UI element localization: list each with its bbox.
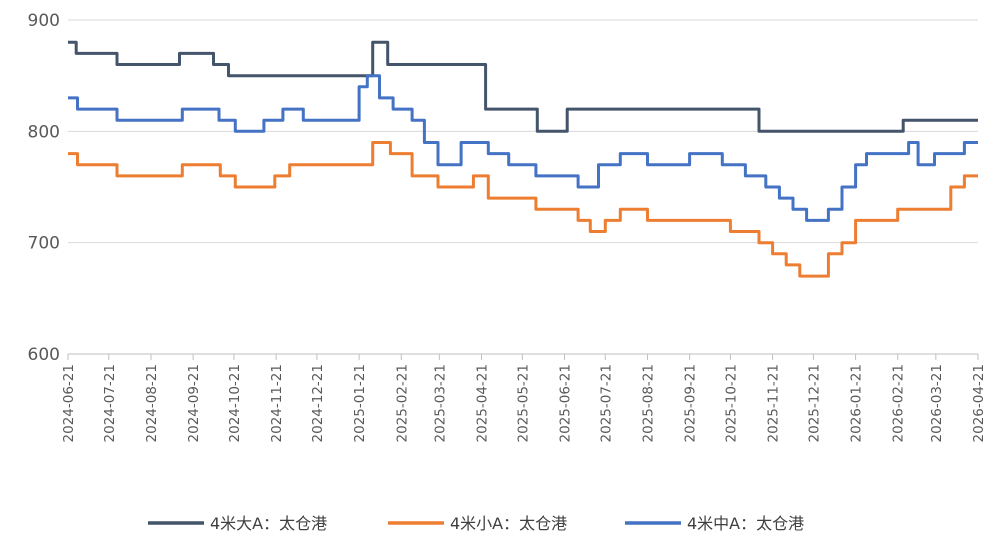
series-line-3 [68, 74, 978, 222]
y-tick-label: 700 [28, 234, 60, 254]
x-tick-label: 2025-05-21 [515, 364, 531, 442]
x-tick-label: 2025-11-21 [766, 364, 782, 442]
series-line-2 [68, 141, 978, 278]
x-tick-label: 2025-02-21 [394, 364, 410, 442]
y-tick-label: 600 [28, 345, 60, 365]
x-tick-label: 2025-04-21 [475, 364, 491, 442]
legend: 4米大A：太仓港 4米小A：太仓港 4米中A：太仓港 [148, 514, 804, 533]
x-tick-label: 2025-09-21 [683, 364, 699, 442]
y-axis-ticks: 600 700 800 900 [28, 11, 60, 365]
x-tick-label: 2025-03-21 [432, 364, 448, 442]
x-tick-label: 2024-09-21 [186, 364, 202, 442]
legend-label: 4米中A：太仓港 [687, 514, 804, 533]
x-tick-label: 2024-08-21 [144, 364, 160, 442]
x-tick-label: 2024-10-21 [227, 364, 243, 442]
x-tick-label: 2026-01-21 [849, 364, 865, 442]
x-tick-label: 2024-06-21 [61, 364, 77, 442]
x-tick-label: 2026-04-21 [971, 364, 985, 442]
legend-label: 4米大A：太仓港 [210, 514, 327, 533]
x-tick-label: 2025-08-21 [640, 364, 656, 442]
series-lines [68, 40, 978, 278]
x-tick-label: 2026-02-21 [891, 364, 907, 442]
legend-label: 4米小A：太仓港 [450, 514, 567, 533]
x-tick-label: 2024-11-21 [269, 364, 285, 442]
y-tick-label: 800 [28, 122, 60, 142]
x-tick-label: 2025-06-21 [557, 364, 573, 442]
x-tick-label: 2025-12-21 [806, 364, 822, 442]
x-tick-label: 2025-01-21 [352, 364, 368, 442]
x-tick-label: 2024-12-21 [310, 364, 326, 442]
x-tick-label: 2025-10-21 [723, 364, 739, 442]
x-axis-ticks: 2024-06-21 2024-07-21 2024-08-21 2024-09-21… [61, 354, 985, 442]
x-tick-label: 2024-07-21 [102, 364, 118, 442]
x-tick-label: 2025-07-21 [598, 364, 614, 442]
x-tick-label: 2026-03-21 [929, 364, 945, 442]
series-line-1 [68, 40, 978, 133]
y-tick-label: 900 [28, 11, 60, 31]
